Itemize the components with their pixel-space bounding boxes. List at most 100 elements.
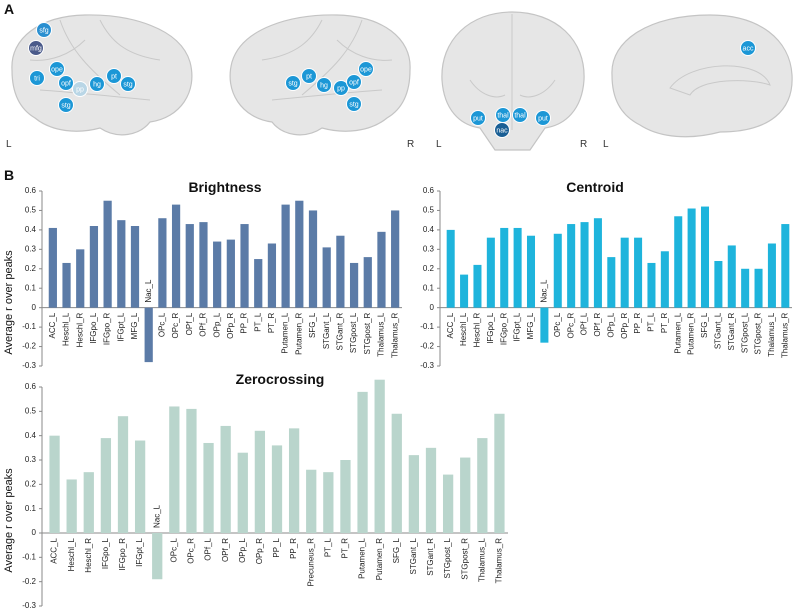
x-tick-label: OPf_L: [580, 312, 589, 335]
region-marker: [58, 97, 74, 113]
x-tick-label: Thalamus_R: [780, 312, 789, 358]
bar: [460, 274, 469, 308]
x-tick-label: OPc_L: [553, 312, 562, 337]
x-tick-label: Thalamus_R: [495, 538, 504, 584]
y-tick-label: -0.1: [22, 322, 36, 331]
x-tick-label: STGpost_L: [443, 537, 452, 578]
bar: [446, 229, 455, 308]
x-tick-label: IFGpo_R: [103, 312, 112, 345]
y-tick-label: 0.4: [25, 431, 37, 440]
bar: [377, 231, 386, 308]
x-tick-label: IFGpo_L: [101, 537, 110, 569]
bar: [714, 261, 723, 308]
region-label: pp: [337, 85, 345, 92]
x-tick-label: ACC_L: [48, 312, 57, 338]
bar: [240, 224, 249, 308]
y-tick-label: 0.3: [25, 244, 37, 253]
bar: [100, 438, 112, 533]
region-marker: [36, 22, 52, 38]
x-tick-label: STGant_R: [335, 312, 344, 350]
bar: [134, 440, 146, 533]
x-tick-label: Thalamus_L: [767, 312, 776, 357]
bar: [308, 210, 318, 308]
x-tick-label: OPp_L: [606, 312, 615, 337]
region-label: mfg: [30, 45, 42, 52]
x-tick-label: PT_L: [323, 537, 332, 557]
bar: [340, 460, 351, 533]
y-tick-label: 0.4: [423, 225, 435, 234]
bar: [322, 247, 331, 308]
region-marker: [512, 107, 528, 123]
bar: [271, 445, 283, 533]
y-tick-label: -0.1: [22, 552, 36, 561]
x-tick-label: STGant_L: [322, 312, 331, 349]
bar: [460, 457, 471, 533]
bar: [593, 218, 602, 308]
region-label: pt: [111, 73, 117, 80]
region-marker: [29, 70, 45, 86]
bar: [237, 452, 248, 533]
bar: [203, 442, 214, 533]
region-label: sfg: [39, 27, 48, 34]
bar: [442, 474, 454, 533]
bar: [349, 262, 359, 308]
x-tick-label: Heschl_R: [473, 312, 482, 347]
x-tick-label: STGpost_R: [460, 538, 469, 580]
bar: [486, 237, 495, 308]
side-label: R: [580, 139, 587, 150]
side-label: L: [603, 139, 609, 150]
bar: [391, 413, 402, 533]
region-marker: [346, 96, 362, 112]
region-label: put: [538, 115, 548, 122]
bar: [144, 307, 153, 363]
y-tick-label: -0.2: [22, 577, 36, 586]
bar: [281, 204, 290, 308]
bar: [66, 479, 77, 533]
bar: [152, 533, 163, 580]
y-tick-label: 0.1: [25, 283, 37, 292]
corpus-callosum: [669, 65, 771, 96]
x-tick-label: OPf_R: [221, 538, 230, 562]
y-tick-label: 0.6: [25, 186, 37, 195]
bar: [674, 216, 683, 308]
x-tick-label: IFGpo_L: [89, 312, 98, 344]
bar: [526, 235, 536, 308]
bar: [357, 391, 368, 533]
x-tick-label: OPp_R: [620, 312, 629, 338]
bar: [727, 245, 736, 308]
chart-title: Zerocrossing: [236, 371, 325, 387]
bar: [425, 447, 437, 533]
x-tick-label: Thalamus_L: [477, 537, 486, 582]
chart-title: Centroid: [566, 179, 624, 195]
x-tick-label: STGant_R: [727, 312, 736, 350]
y-axis-label: Average r over peaks: [3, 250, 15, 355]
bar: [103, 200, 112, 308]
region-label: hg: [93, 81, 101, 88]
x-tick-label: OPf_R: [593, 312, 602, 336]
bar: [374, 379, 385, 533]
y-tick-label: 0.5: [423, 206, 435, 215]
y-tick-label: 0.3: [25, 455, 37, 464]
y-tick-label: 0.5: [25, 406, 37, 415]
region-label: ope: [360, 66, 372, 73]
x-tick-label: Putamen_L: [281, 312, 290, 353]
x-tick-label: OPf_R: [199, 312, 208, 336]
y-tick-label: -0.2: [22, 342, 36, 351]
bar: [226, 239, 235, 308]
x-tick-label: PT_R: [341, 538, 350, 559]
region-marker: [494, 122, 510, 138]
bar: [477, 438, 488, 533]
y-tick-label: -0.2: [420, 342, 434, 351]
region-label: stg: [123, 81, 132, 88]
region-label: pp: [76, 86, 84, 93]
bar: [336, 235, 345, 308]
x-tick-label: OPc_L: [157, 312, 166, 337]
bar: [213, 241, 222, 308]
region-label: opf: [61, 80, 71, 87]
x-tick-label: Heschl_L: [62, 312, 71, 346]
region-marker: [106, 68, 122, 84]
region-marker: [72, 81, 88, 97]
y-tick-label: 0: [32, 528, 37, 537]
region-marker: [301, 68, 317, 84]
